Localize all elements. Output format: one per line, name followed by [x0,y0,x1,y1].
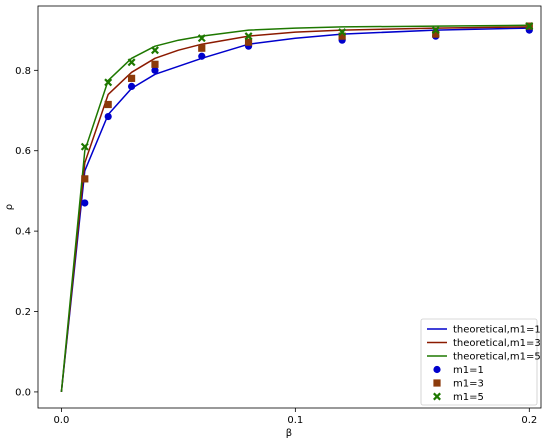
x-axis-ticks: 0.0 0.1 0.2 [53,408,537,426]
y-tick-label: 0.8 [15,66,31,77]
data-point [127,58,136,67]
x-tick-label: 0.0 [53,415,69,426]
series-line [60,27,530,392]
legend-label: m1=3 [453,379,484,390]
legend-marker-swatch [433,379,441,387]
data-point [81,199,89,207]
legend-label: m1=5 [453,392,484,403]
data-point [198,52,206,60]
data-point [127,74,136,82]
x-tick-label: 0.2 [521,415,537,426]
data-point [198,44,206,52]
legend-marker-swatch [433,365,441,374]
y-tick-label: 0.4 [15,227,31,238]
data-point [104,112,112,121]
legend: theoretical,m1=1 theoretical,m1=3 theoreti… [420,318,541,406]
data-point [432,30,440,38]
y-axis-ticks: 0.0 0.2 0.4 0.6 0.8 [15,66,38,398]
data-point [151,66,159,74]
data-point [81,175,89,183]
data-point [80,142,89,151]
data-point [244,32,253,41]
y-tick-label: 0.6 [15,146,31,157]
y-axis-label: ρ [4,204,15,210]
markers-layer [80,22,534,207]
y-tick-label: 0.0 [15,387,31,398]
x-tick-label: 0.1 [287,415,303,426]
lines-layer [60,24,530,392]
series-line [60,26,530,392]
legend-marker-swatch [433,392,441,401]
data-point [104,78,113,87]
data-point [244,38,253,46]
legend-label: theoretical,m1=3 [453,338,541,349]
series-line [60,24,530,392]
data-point [338,32,346,40]
data-point [431,26,440,35]
legend-label: theoretical,m1=1 [453,325,541,336]
data-point [127,82,136,90]
legend-box [420,318,538,406]
legend-label: theoretical,m1=5 [453,352,541,363]
data-point [338,28,347,37]
x-axis-label: β [286,428,292,439]
data-point [197,34,206,43]
data-point [525,22,534,31]
data-point [104,100,112,109]
legend-label: m1=1 [453,365,484,376]
data-point [151,60,159,68]
data-point [150,46,159,55]
y-tick-label: 0.2 [15,307,31,318]
